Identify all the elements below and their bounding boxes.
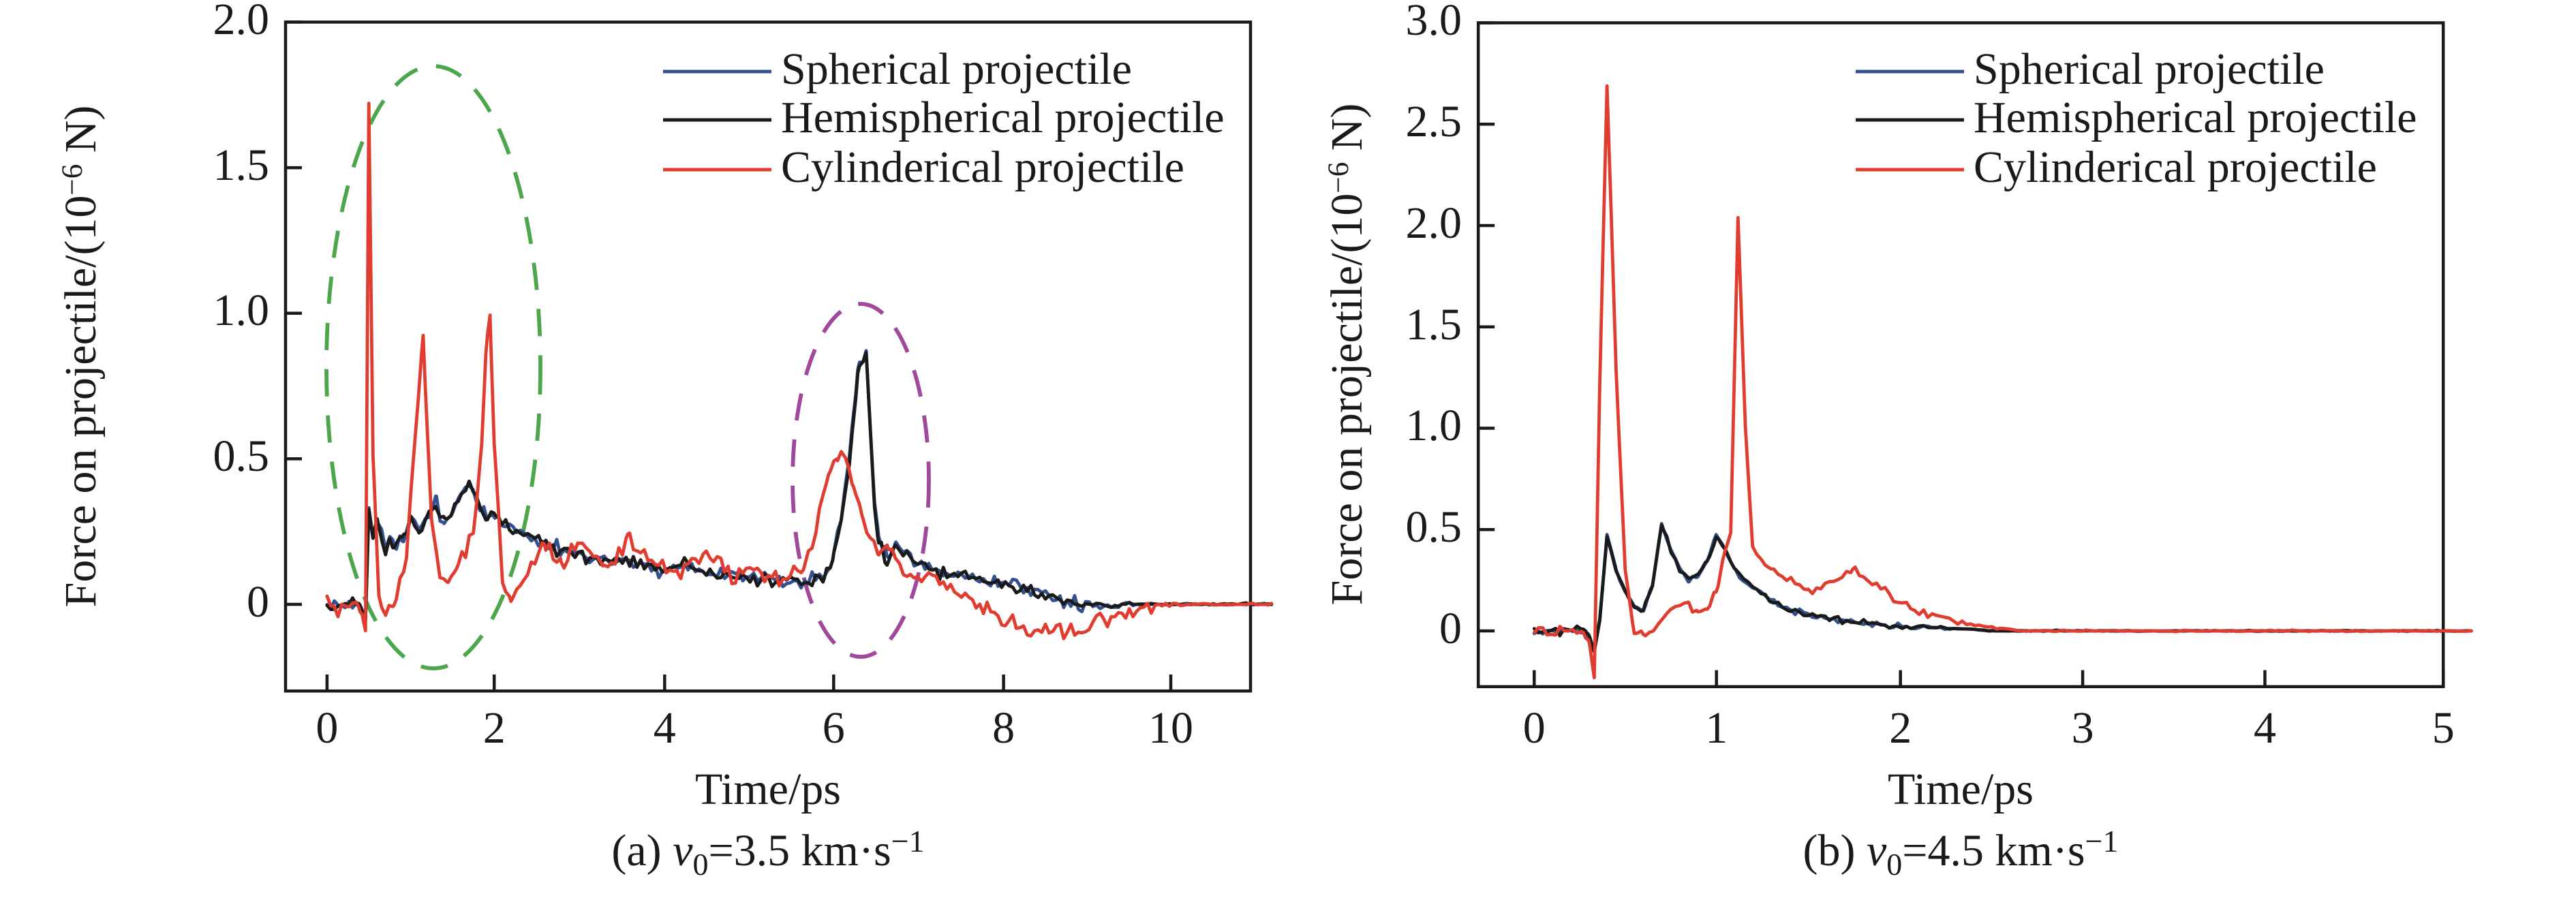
svg-text:Spherical projectile: Spherical projectile xyxy=(781,44,1132,94)
svg-text:Time/ps: Time/ps xyxy=(1888,764,2034,814)
svg-text:Time/ps: Time/ps xyxy=(695,764,841,814)
svg-text:2.0: 2.0 xyxy=(1406,198,1462,248)
svg-text:Hemispherical projectile: Hemispherical projectile xyxy=(781,93,1225,142)
svg-text:(b) v0=4.5 km·s−1: (b) v0=4.5 km·s−1 xyxy=(1803,824,2119,882)
svg-text:0: 0 xyxy=(1523,703,1546,753)
svg-text:1: 1 xyxy=(1705,703,1728,753)
svg-text:3: 3 xyxy=(2072,703,2094,753)
svg-text:0: 0 xyxy=(316,703,338,753)
svg-text:2: 2 xyxy=(483,703,506,753)
svg-text:6: 6 xyxy=(823,703,845,753)
svg-text:4: 4 xyxy=(2254,703,2276,753)
svg-text:Spherical projectile: Spherical projectile xyxy=(1974,44,2325,94)
svg-text:1.0: 1.0 xyxy=(1406,401,1462,450)
svg-text:8: 8 xyxy=(992,703,1015,753)
svg-text:2: 2 xyxy=(1889,703,1912,753)
svg-text:2.0: 2.0 xyxy=(213,0,270,44)
svg-text:1.5: 1.5 xyxy=(213,140,270,190)
svg-text:Hemispherical projectile: Hemispherical projectile xyxy=(1974,93,2417,142)
svg-text:2.5: 2.5 xyxy=(1406,97,1462,146)
svg-text:Cylinderical projectile: Cylinderical projectile xyxy=(781,142,1184,192)
svg-text:0: 0 xyxy=(1439,604,1462,653)
svg-text:3.0: 3.0 xyxy=(1406,0,1462,45)
svg-text:0.5: 0.5 xyxy=(1406,502,1462,552)
svg-text:4: 4 xyxy=(654,703,676,753)
svg-text:10: 10 xyxy=(1148,703,1193,753)
svg-text:0.5: 0.5 xyxy=(213,431,270,481)
svg-text:1.0: 1.0 xyxy=(213,285,270,335)
svg-text:5: 5 xyxy=(2432,703,2455,753)
svg-text:(a) v0=3.5 km·s−1: (a) v0=3.5 km·s−1 xyxy=(611,824,924,882)
svg-text:Cylinderical projectile: Cylinderical projectile xyxy=(1974,142,2377,192)
svg-text:0: 0 xyxy=(247,577,269,627)
svg-text:1.5: 1.5 xyxy=(1406,300,1462,350)
